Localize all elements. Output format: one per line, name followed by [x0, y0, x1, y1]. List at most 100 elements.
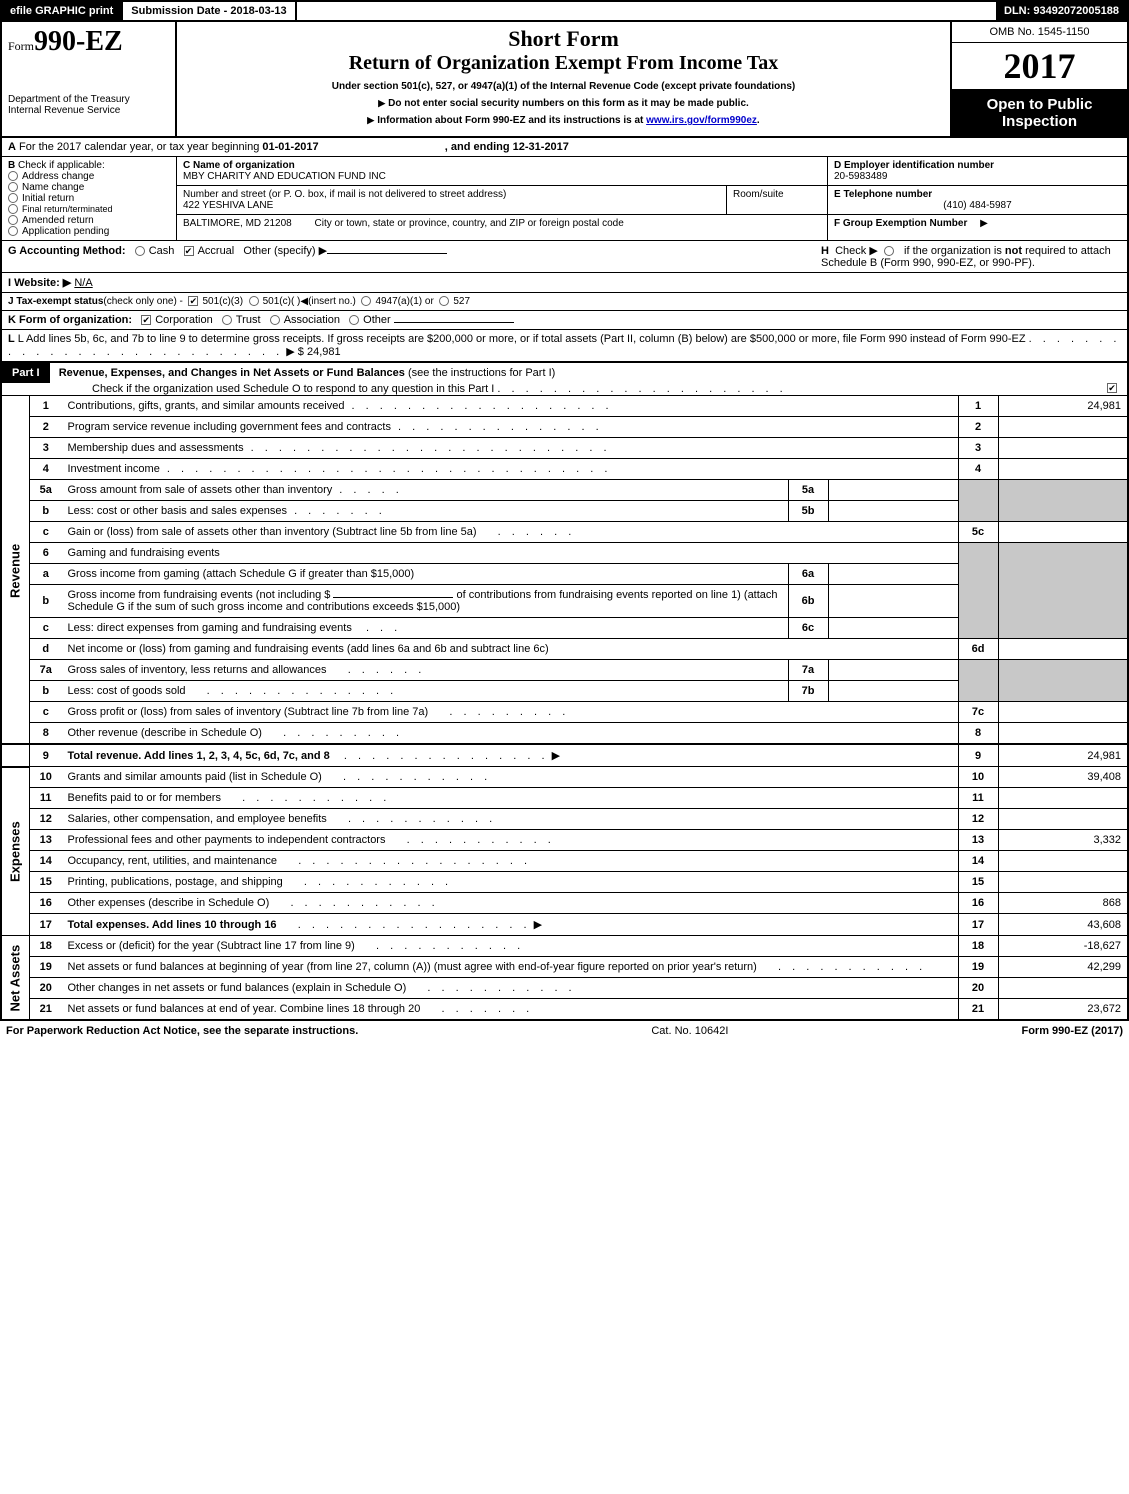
- opt-final-return: Final return/terminated: [22, 204, 113, 214]
- form-title-2: Return of Organization Exempt From Incom…: [183, 52, 944, 75]
- rv-17: 43,608: [998, 914, 1128, 936]
- subdate-value: 2018-03-13: [230, 5, 286, 17]
- part1-label: Part I: [2, 363, 50, 383]
- n-8: 8: [30, 723, 62, 745]
- opt-association: Association: [284, 314, 340, 326]
- d-7a: Gross sales of inventory, less returns a…: [68, 664, 327, 676]
- rn-5c: 5c: [958, 522, 998, 543]
- j-sub: (check only one) -: [103, 296, 182, 307]
- opt-4947: 4947(a)(1) or: [375, 296, 433, 307]
- n-4: 4: [30, 459, 62, 480]
- c-label: C Name of organization: [183, 160, 295, 171]
- line-a: A For the 2017 calendar year, or tax yea…: [0, 138, 1129, 157]
- n-7a: 7a: [30, 660, 62, 681]
- m-6b: 6b: [788, 585, 828, 618]
- row-14: 14 Occupancy, rent, utilities, and maint…: [1, 851, 1128, 872]
- rn-15: 15: [958, 872, 998, 893]
- m-5a: 5a: [788, 480, 828, 501]
- row-12: 12 Salaries, other compensation, and emp…: [1, 809, 1128, 830]
- footer-right: Form 990-EZ (2017): [1021, 1025, 1123, 1037]
- row-7a: 7a Gross sales of inventory, less return…: [1, 660, 1128, 681]
- d-7c: Gross profit or (loss) from sales of inv…: [68, 706, 429, 718]
- a-begin: 01-01-2017: [262, 141, 318, 153]
- col-b: B Check if applicable: Address change Na…: [2, 157, 177, 241]
- check-schedule-b[interactable]: [884, 246, 894, 256]
- n-2: 2: [30, 417, 62, 438]
- part1-title: Revenue, Expenses, and Changes in Net As…: [59, 367, 405, 379]
- d-4: Investment income: [68, 463, 160, 475]
- n-6b: b: [30, 585, 62, 618]
- opt-corporation: Corporation: [155, 314, 212, 326]
- opt-application-pending: Application pending: [22, 226, 109, 237]
- form-number: Form990-EZ: [8, 26, 169, 58]
- row-3: 3 Membership dues and assessments . . . …: [1, 438, 1128, 459]
- radio-527[interactable]: [439, 296, 449, 306]
- rv-8: [998, 723, 1128, 745]
- revenue-label: Revenue: [1, 396, 30, 744]
- d-11: Benefits paid to or for members: [68, 792, 221, 804]
- dept-line2: Internal Revenue Service: [8, 105, 169, 116]
- n-12: 12: [30, 809, 62, 830]
- radio-cash[interactable]: [135, 246, 145, 256]
- d-5b: Less: cost or other basis and sales expe…: [68, 505, 288, 517]
- n-17: 17: [30, 914, 62, 936]
- city-value: BALTIMORE, MD 21208: [183, 218, 292, 229]
- part1-subtitle: (see the instructions for Part I): [408, 367, 555, 379]
- check-initial-return[interactable]: [8, 193, 18, 203]
- d-6a: Gross income from gaming (attach Schedul…: [68, 568, 415, 580]
- row-5c: c Gain or (loss) from sale of assets oth…: [1, 522, 1128, 543]
- check-name-change[interactable]: [8, 182, 18, 192]
- check-final-return[interactable]: [8, 204, 18, 214]
- check-amended-return[interactable]: [8, 215, 18, 225]
- mv-7b: [828, 681, 958, 702]
- rv-13: 3,332: [998, 830, 1128, 851]
- dln-value: 93492072005188: [1033, 5, 1119, 17]
- row-16: 16 Other expenses (describe in Schedule …: [1, 893, 1128, 914]
- m-5b: 5b: [788, 501, 828, 522]
- note2-prefix: Information about Form 990-EZ and its in…: [367, 115, 646, 126]
- mv-5a: [828, 480, 958, 501]
- d-15: Printing, publications, postage, and shi…: [68, 876, 283, 888]
- efile-badge: efile GRAPHIC print: [2, 2, 123, 20]
- line-i: I Website: ▶ N/A: [0, 273, 1129, 293]
- n-1: 1: [30, 396, 62, 417]
- opt-501c3: 501(c)(3): [202, 296, 243, 307]
- h-text1: Check ▶: [835, 245, 878, 257]
- d-16: Other expenses (describe in Schedule O): [68, 897, 270, 909]
- check-schedule-o[interactable]: [1107, 383, 1117, 393]
- subdate-label: Submission Date -: [131, 5, 230, 17]
- check-corporation[interactable]: [141, 315, 151, 325]
- instructions-link[interactable]: www.irs.gov/form990ez: [646, 115, 757, 126]
- rv-18: -18,627: [998, 936, 1128, 957]
- check-501c3[interactable]: [188, 296, 198, 306]
- open-to-public: Open to Public Inspection: [952, 89, 1127, 136]
- form-header: Form990-EZ Department of the Treasury In…: [0, 22, 1129, 138]
- rn-3: 3: [958, 438, 998, 459]
- check-application-pending[interactable]: [8, 226, 18, 236]
- check-address-change[interactable]: [8, 171, 18, 181]
- n-19: 19: [30, 957, 62, 978]
- grey-5: [958, 480, 998, 522]
- form-note-1: Do not enter social security numbers on …: [183, 98, 944, 109]
- opt-name-change: Name change: [22, 182, 84, 193]
- a-mid: , and ending: [445, 141, 513, 153]
- org-name: MBY CHARITY AND EDUCATION FUND INC: [183, 171, 386, 182]
- opt-address-change: Address change: [22, 171, 94, 182]
- rv-3: [998, 438, 1128, 459]
- rn-7c: 7c: [958, 702, 998, 723]
- radio-trust[interactable]: [222, 315, 232, 325]
- form-subtitle: Under section 501(c), 527, or 4947(a)(1)…: [183, 81, 944, 92]
- rn-2: 2: [958, 417, 998, 438]
- radio-other-org[interactable]: [349, 315, 359, 325]
- d-13: Professional fees and other payments to …: [68, 834, 386, 846]
- greyv-6: [998, 543, 1128, 639]
- line-k: K Form of organization: Corporation Trus…: [0, 311, 1129, 330]
- d-14: Occupancy, rent, utilities, and maintena…: [68, 855, 278, 867]
- check-accrual[interactable]: [184, 246, 194, 256]
- radio-501c[interactable]: [249, 296, 259, 306]
- radio-4947[interactable]: [361, 296, 371, 306]
- rn-10: 10: [958, 767, 998, 788]
- form-note-2: Information about Form 990-EZ and its in…: [183, 115, 944, 126]
- radio-association[interactable]: [270, 315, 280, 325]
- n-5c: c: [30, 522, 62, 543]
